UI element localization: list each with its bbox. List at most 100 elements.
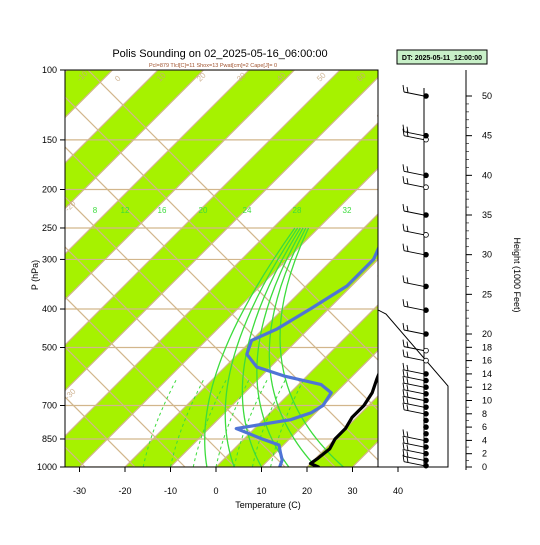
wind-barb-flag xyxy=(407,431,408,437)
height-tick-label: 18 xyxy=(482,342,492,352)
wind-barb-flag xyxy=(407,438,408,444)
y-tick-label: 300 xyxy=(42,254,57,264)
wind-barb-flag xyxy=(407,325,408,331)
wind-barb-flag xyxy=(407,451,408,457)
station-level-dot xyxy=(424,252,429,257)
wind-barb-staff xyxy=(404,357,424,361)
y-tick-label: 150 xyxy=(42,135,57,145)
station-level-dot xyxy=(424,385,429,390)
terrain-outline xyxy=(378,287,448,467)
chart-title: Polis Sounding on 02_2025-05-16_06:00:00 xyxy=(112,48,327,60)
wind-barb-flag xyxy=(403,383,404,390)
station-level-dot xyxy=(424,445,429,450)
mixing-ratio-label: 16 xyxy=(158,206,167,215)
wind-barb-flag xyxy=(403,376,404,383)
height-tick-label: 25 xyxy=(482,289,492,299)
height-tick-label: 12 xyxy=(482,382,492,392)
wind-barb-flag xyxy=(407,166,408,172)
height-tick-label: 8 xyxy=(482,409,487,419)
station-level-dot xyxy=(424,378,429,383)
station-level-dot xyxy=(424,398,429,403)
chart-subtitle: Pcl=879 Tlcl[C]=11 Shox=13 Pwat[cm]=2 Ca… xyxy=(149,63,277,69)
wind-barb-flag xyxy=(407,392,408,398)
x-tick-label: -20 xyxy=(118,486,131,496)
mixing-ratio-label: 12 xyxy=(121,206,130,215)
wind-barb-flag xyxy=(403,164,404,171)
station-level-dot xyxy=(424,451,429,456)
wind-barb-flag xyxy=(403,396,404,403)
date-box: DT: 2025-05-11_12:00:00 xyxy=(397,50,487,64)
station-level-dot xyxy=(424,458,429,463)
wind-barb-flag xyxy=(403,363,404,370)
wind-barb-staff xyxy=(404,410,424,414)
wind-barb-flag xyxy=(403,176,404,183)
mixing-ratio-label: 28 xyxy=(293,206,302,215)
mixing-ratio-label: 20 xyxy=(199,206,208,215)
station-level-dot xyxy=(424,348,429,353)
wind-barb-flag xyxy=(403,429,404,436)
wind-barb-staff xyxy=(404,171,424,175)
height-tick-label: 50 xyxy=(482,91,492,101)
wind-barb-staff xyxy=(404,183,424,187)
wind-barb-flag xyxy=(403,350,404,357)
station-level-dot xyxy=(424,173,429,178)
wind-barb-staff xyxy=(404,251,424,255)
height-tick-label: 40 xyxy=(482,170,492,180)
wind-barb-flag xyxy=(403,85,404,92)
station-level-marks xyxy=(403,85,428,468)
mixing-ratio-label: 8 xyxy=(93,206,98,215)
wind-barb-flag xyxy=(407,226,408,232)
station-level-dot xyxy=(424,332,429,337)
wind-barb-flag xyxy=(403,323,404,330)
station-level-dot xyxy=(424,463,429,468)
wind-barb-flag xyxy=(403,224,404,231)
wind-barb-flag xyxy=(407,206,408,212)
y-axis-title: P (hPa) xyxy=(30,260,40,290)
mixing-ratio-label: 24 xyxy=(243,206,252,215)
x-tick-label: 20 xyxy=(302,486,312,496)
station-level-dot xyxy=(424,133,429,138)
station-level-dot xyxy=(424,438,429,443)
wind-barb-flag xyxy=(407,352,408,358)
x-tick-label: -30 xyxy=(73,486,86,496)
date-box-label: DT: 2025-05-11_12:00:00 xyxy=(402,55,482,62)
station-level-dot xyxy=(424,308,429,313)
x-axis-title: Temperature (C) xyxy=(235,500,301,510)
y-tick-label: 250 xyxy=(42,223,57,233)
station-level-dot xyxy=(424,185,429,190)
y-tick-label: 200 xyxy=(42,185,57,195)
station-level-dot xyxy=(424,418,429,423)
wind-barb-flag xyxy=(407,372,408,378)
station-level-dot xyxy=(424,405,429,410)
wind-barb-flag xyxy=(407,277,408,283)
height-tick-label: 16 xyxy=(482,356,492,366)
wind-barb-flag xyxy=(407,405,408,411)
height-tick-label: 2 xyxy=(482,449,487,459)
wind-barb-staff xyxy=(404,211,424,215)
station-level-dot xyxy=(424,391,429,396)
isotherm-line xyxy=(444,70,540,467)
wind-barb-staff xyxy=(404,330,424,334)
height-tick-label: 45 xyxy=(482,131,492,141)
wind-barb-flag xyxy=(407,342,408,348)
wind-barb-flag xyxy=(407,385,408,391)
height-tick-label: 14 xyxy=(482,369,492,379)
wind-barb-flag xyxy=(403,204,404,211)
x-tick-label: 10 xyxy=(256,486,266,496)
station-level-dot xyxy=(424,358,429,363)
wind-barb-flag xyxy=(407,301,408,307)
wind-barb-flag xyxy=(403,403,404,410)
wind-barb-flag xyxy=(407,87,408,93)
wind-barb-flag xyxy=(407,398,408,404)
wind-barb-flag xyxy=(407,246,408,252)
height-tick-label: 20 xyxy=(482,329,492,339)
x-tick-label: -10 xyxy=(164,486,177,496)
station-level-dot xyxy=(424,94,429,99)
wind-barb-staff xyxy=(404,92,424,96)
wind-barb-flag xyxy=(403,340,404,347)
isotherm-line xyxy=(353,70,540,467)
wind-barb-flag xyxy=(403,370,404,377)
